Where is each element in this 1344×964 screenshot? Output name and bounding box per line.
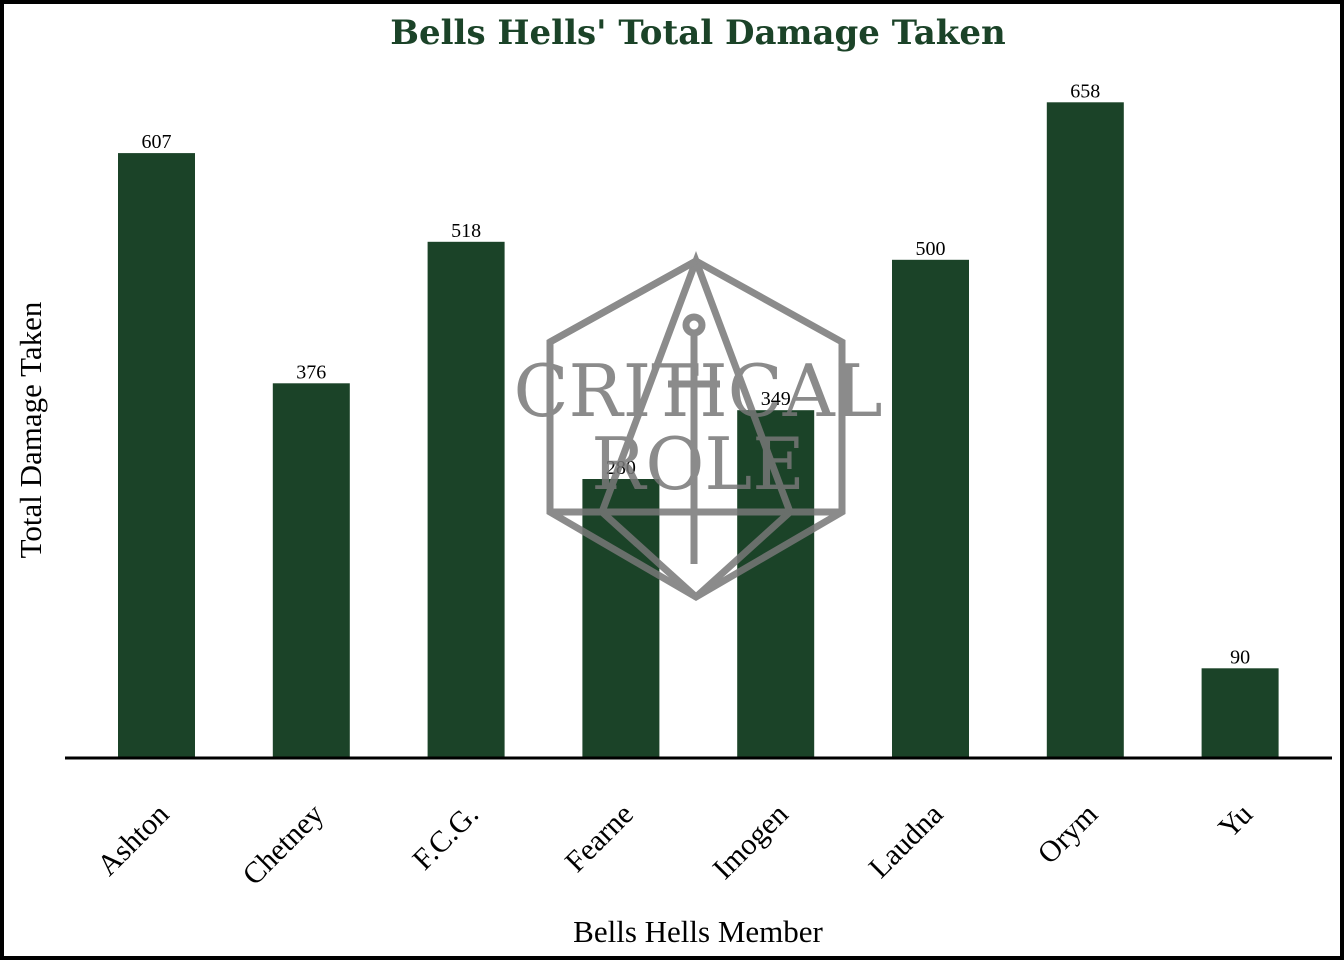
bar-yu: [1201, 668, 1279, 758]
value-label: 376: [296, 361, 326, 383]
value-label: 607: [142, 131, 172, 153]
x-tick-labels: Ashton Chetney F.C.G. Fearne Imogen Laudna Ory…: [91, 798, 1259, 892]
bar-orym: [1046, 102, 1124, 759]
watermark-line-2: ROLE: [591, 422, 805, 506]
x-tick-label: Ashton: [91, 798, 176, 883]
bar-chetney: [272, 383, 350, 758]
bar-laudna: [892, 259, 969, 759]
x-tick-label: Chetney: [236, 798, 330, 892]
value-label: 90: [1230, 646, 1250, 668]
y-axis-label: Total Damage Taken: [13, 301, 48, 558]
bar-fearne: [582, 479, 660, 758]
value-label: 500: [916, 238, 946, 260]
value-label: 349: [761, 388, 791, 410]
bar-ashton: [118, 153, 195, 759]
x-axis-label: Bells Hells Member: [573, 914, 823, 949]
x-tick-label: F.C.G.: [406, 798, 485, 877]
d20-sword-icon: [546, 251, 846, 602]
critical-role-watermark: CRITICAL ROLE: [513, 251, 883, 602]
value-label: 518: [451, 220, 481, 242]
watermark-line-1: CRITICAL: [513, 349, 882, 433]
chart-title: Bells Hells' Total Damage Taken: [390, 13, 1005, 53]
value-label: 658: [1070, 80, 1100, 102]
x-tick-label: Orym: [1031, 798, 1104, 871]
x-tick-label: Imogen: [707, 798, 795, 886]
x-tick-label: Fearne: [559, 798, 640, 879]
x-tick-label: Laudna: [862, 798, 949, 885]
x-tick-label: Yu: [1212, 798, 1259, 845]
bar-fcg: [427, 241, 505, 759]
bar-chart: Bells Hells' Total Damage Taken 607 376 51…: [13, 13, 1332, 949]
